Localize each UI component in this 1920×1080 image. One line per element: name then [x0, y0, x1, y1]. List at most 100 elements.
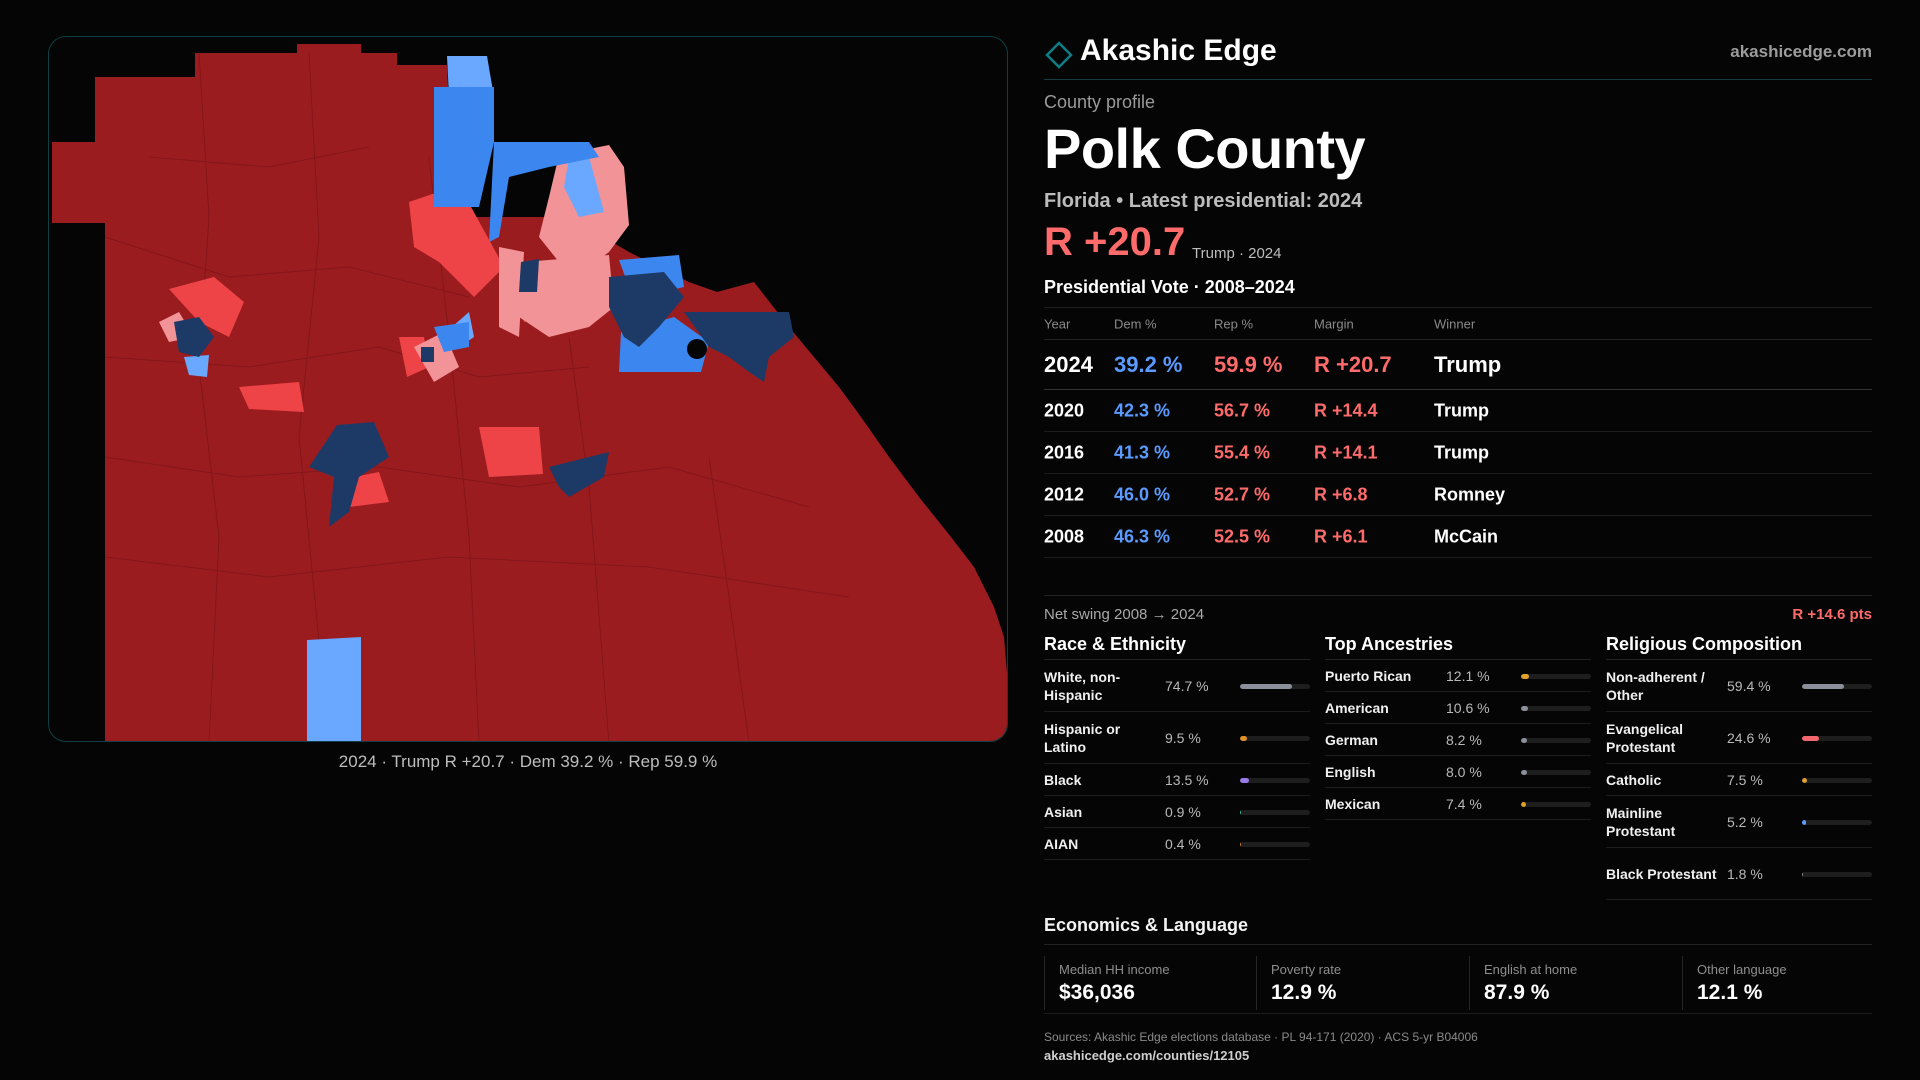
row-winner: Trump [1434, 400, 1490, 420]
religion-label: Catholic [1606, 771, 1662, 788]
econ-card-income: Median HH income $36,036 [1044, 956, 1251, 1010]
race-bar-fill [1240, 841, 1242, 847]
brand-url-link[interactable]: akashicedge.com [1730, 42, 1872, 61]
light-rep-areas [159, 145, 629, 382]
table-row: 2016 41.3 % 55.4 % R +14.1 Trump [1044, 432, 1872, 474]
precinct-lines [104, 52, 850, 741]
econ-label: English at home [1484, 962, 1578, 977]
row-year: 2020 [1044, 400, 1085, 420]
row-rep: 59.9 % [1214, 351, 1283, 377]
swing-value: R +14.6 pts [1792, 606, 1872, 623]
row-year: 2008 [1044, 526, 1085, 546]
ancestry-bar [1521, 705, 1591, 711]
strong-dem-areas [174, 259, 794, 527]
profile-subtitle: Florida • Latest presidential: 2024 [1044, 190, 1363, 212]
row-margin: R +6.1 [1314, 526, 1368, 546]
religion-row: Black Protestant 1.8 % [1606, 848, 1872, 900]
ancestry-bar [1521, 801, 1591, 807]
county-map[interactable] [48, 36, 1008, 742]
header-rep: Rep % [1214, 316, 1254, 331]
row-year: 2016 [1044, 442, 1085, 462]
row-dem: 46.0 % [1114, 484, 1171, 504]
race-bar [1240, 683, 1310, 689]
table-row: 2008 46.3 % 52.5 % R +6.1 McCain [1044, 516, 1872, 558]
race-value: 13.5 % [1165, 771, 1209, 788]
headline-winner: Trump · 2024 [1192, 245, 1282, 262]
vote-table: Year Dem % Rep % Margin Winner 2024 39.2… [1044, 307, 1872, 558]
religion-title: Religious Composition [1606, 630, 1872, 660]
ancestry-label: German [1325, 731, 1378, 748]
headline-margin: R +20.7 [1044, 220, 1186, 264]
ancestry-bar-fill [1521, 737, 1527, 743]
econ-label: Median HH income [1059, 962, 1170, 977]
mid-rep-areas [169, 185, 549, 507]
religion-bar-fill [1802, 683, 1844, 689]
row-winner: Trump [1434, 351, 1502, 377]
row-margin: R +6.8 [1314, 484, 1368, 504]
ancestry-label: Mexican [1325, 795, 1381, 812]
race-label: White, non-Hispanic [1044, 668, 1121, 703]
religion-label: Black Protestant [1606, 865, 1717, 882]
brand-name: Akashic Edge [1080, 34, 1277, 67]
ancestry-bar [1521, 737, 1591, 743]
religion-bar [1802, 735, 1872, 741]
map-caption: 2024 · Trump R +20.7 · Dem 39.2 % · Rep … [338, 752, 718, 771]
row-year: 2012 [1044, 484, 1085, 504]
race-label: AIAN [1044, 835, 1079, 852]
race-value: 9.5 % [1165, 729, 1201, 746]
econ-card-poverty: Poverty rate 12.9 % [1256, 956, 1463, 1010]
religion-value: 24.6 % [1727, 729, 1771, 746]
row-dem: 41.3 % [1114, 442, 1171, 462]
religion-row: Catholic 7.5 % [1606, 764, 1872, 796]
religion-bar [1802, 871, 1872, 877]
religion-label: Non-adherent / Other [1606, 668, 1705, 703]
ancestry-label: Puerto Rican [1325, 667, 1412, 684]
county-url-link[interactable]: akashicedge.com/counties/12105 [1044, 1048, 1250, 1063]
economics-title: Economics & Language [1044, 915, 1872, 945]
religion-value: 59.4 % [1727, 677, 1771, 694]
diamond-logo-icon [1045, 41, 1073, 69]
religion-row: Mainline Protestant 5.2 % [1606, 796, 1872, 848]
race-value: 74.7 % [1165, 677, 1209, 694]
race-row: AIAN 0.4 % [1044, 828, 1310, 860]
race-value: 0.9 % [1165, 803, 1201, 820]
econ-card-english: English at home 87.9 % [1469, 956, 1676, 1010]
race-row: White, non-Hispanic 74.7 % [1044, 660, 1310, 712]
race-section: Race & Ethnicity White, non-Hispanic 74.7… [1044, 630, 1310, 860]
ancestry-title: Top Ancestries [1325, 630, 1591, 660]
econ-card-other-language: Other language 12.1 % [1682, 956, 1889, 1010]
row-margin: R +14.4 [1314, 400, 1378, 420]
religion-bar [1802, 777, 1872, 783]
row-winner: McCain [1434, 526, 1499, 546]
race-row: Black 13.5 % [1044, 764, 1310, 796]
row-margin: R +14.1 [1314, 442, 1378, 462]
page-title: Polk County [1044, 117, 1366, 180]
race-bar [1240, 809, 1310, 815]
religion-row: Non-adherent / Other 59.4 % [1606, 660, 1872, 712]
ancestry-bar-fill [1521, 705, 1529, 711]
ancestry-bar-fill [1521, 801, 1527, 807]
ancestry-bar [1521, 673, 1591, 679]
ancestry-value: 8.2 % [1446, 731, 1482, 748]
race-bar-fill [1240, 809, 1242, 815]
row-rep: 52.5 % [1214, 526, 1271, 546]
row-rep: 55.4 % [1214, 442, 1271, 462]
ancestry-value: 12.1 % [1446, 667, 1490, 684]
header-dem: Dem % [1114, 316, 1157, 331]
ancestry-label: American [1325, 699, 1389, 716]
ancestry-row: Puerto Rican 12.1 % [1325, 660, 1591, 692]
row-margin: R +20.7 [1314, 351, 1392, 377]
race-bar [1240, 777, 1310, 783]
ancestry-value: 7.4 % [1446, 795, 1482, 812]
table-row: 2024 39.2 % 59.9 % R +20.7 Trump [1044, 340, 1872, 390]
religion-bar-fill [1802, 777, 1808, 783]
race-bar [1240, 841, 1310, 847]
religion-label: Mainline Protestant [1606, 804, 1676, 839]
brand-header: Akashic Edge akashicedge.com [1044, 30, 1872, 80]
race-row: Hispanic or Latino 9.5 % [1044, 712, 1310, 764]
vote-table-header: Year Dem % Rep % Margin Winner [1044, 308, 1872, 340]
row-winner: Trump [1434, 442, 1490, 462]
precinct-map-svg[interactable] [49, 37, 1008, 742]
header-year: Year [1044, 316, 1071, 331]
header-margin: Margin [1314, 316, 1354, 331]
